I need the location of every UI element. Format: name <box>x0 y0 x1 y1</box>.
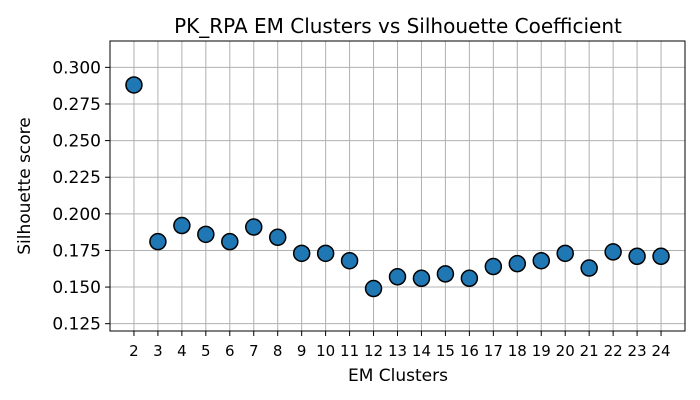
data-point <box>652 247 670 266</box>
data-point <box>340 251 359 270</box>
x-tick-label: 2 <box>129 342 139 360</box>
data-point <box>436 265 455 283</box>
data-point <box>484 257 503 276</box>
data-point <box>173 216 191 235</box>
data-point <box>245 218 263 236</box>
plot-frame <box>109 40 686 332</box>
x-tick-label: 20 <box>556 342 575 360</box>
x-tick-label: 11 <box>340 342 359 360</box>
x-tick-label: 12 <box>364 342 383 360</box>
data-point <box>532 251 550 270</box>
data-point <box>388 268 407 286</box>
x-tick-label: 16 <box>460 342 479 360</box>
x-tick-label: 6 <box>225 342 235 360</box>
x-axis-label: EM Clusters <box>348 366 448 386</box>
y-axis-label: Silhouette score <box>15 117 35 255</box>
data-point <box>508 254 527 273</box>
x-tick-label: 5 <box>201 342 211 360</box>
x-axis-ticks: 2 3 4 5 6 7 8 9 10 11 12 13 14 15 16 17 18 19 20 21 22 23 24 <box>129 331 671 360</box>
x-tick-label: 4 <box>177 342 187 360</box>
y-tick-label: 0.225 <box>52 168 101 188</box>
y-tick-label: 0.150 <box>52 278 101 298</box>
data-point <box>604 243 622 261</box>
x-tick-label: 9 <box>297 342 307 360</box>
x-tick-label: 19 <box>532 342 551 360</box>
data-point <box>197 225 215 244</box>
x-tick-label: 10 <box>316 342 335 360</box>
data-point <box>125 76 143 94</box>
x-tick-label: 18 <box>508 342 527 360</box>
y-tick-label: 0.275 <box>52 95 101 115</box>
x-tick-label: 13 <box>388 342 407 360</box>
data-point <box>268 228 287 247</box>
chart-title: PK_RPA EM Clusters vs Silhouette Coeffic… <box>174 14 622 38</box>
data-point <box>460 269 479 288</box>
y-axis-ticks: 0.125 0.150 0.175 0.200 0.225 0.250 0.275 0.300 <box>52 58 110 335</box>
data-point <box>628 247 646 266</box>
y-tick-label: 0.200 <box>52 205 101 225</box>
x-tick-label: 7 <box>249 342 259 360</box>
data-point <box>412 269 431 288</box>
x-tick-label: 23 <box>628 342 647 360</box>
x-tick-label: 14 <box>412 342 431 360</box>
data-points <box>125 76 670 298</box>
data-point <box>292 244 311 263</box>
x-tick-label: 8 <box>273 342 283 360</box>
data-point <box>149 232 167 251</box>
x-tick-label: 17 <box>484 342 503 360</box>
data-point <box>316 244 335 263</box>
data-point <box>221 232 239 251</box>
data-point <box>364 279 383 298</box>
y-tick-label: 0.250 <box>52 132 101 152</box>
data-point <box>556 244 574 263</box>
x-tick-label: 21 <box>580 342 599 360</box>
data-point <box>580 259 598 277</box>
grid <box>110 41 685 331</box>
x-tick-label: 3 <box>153 342 163 360</box>
x-tick-label: 22 <box>604 342 623 360</box>
y-tick-label: 0.300 <box>52 58 101 78</box>
x-tick-label: 15 <box>436 342 455 360</box>
x-tick-label: 24 <box>651 342 670 360</box>
y-tick-label: 0.175 <box>52 241 101 261</box>
y-tick-label: 0.125 <box>52 315 101 335</box>
